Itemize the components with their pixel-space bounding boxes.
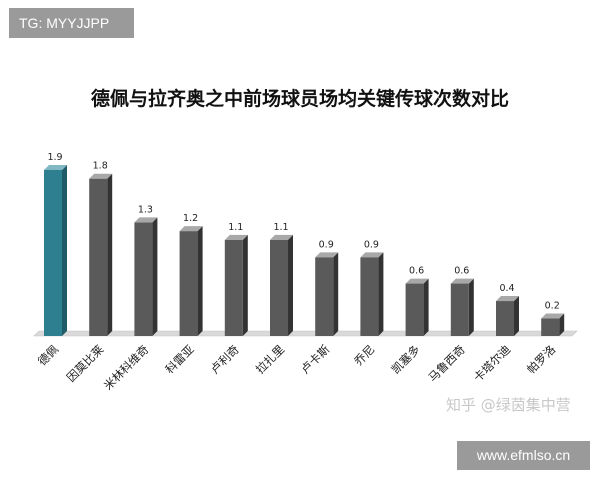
category-label: 因莫比莱 xyxy=(64,342,107,385)
bar-top xyxy=(179,226,203,232)
category-label: 乔尼 xyxy=(351,342,377,368)
bar-top xyxy=(134,217,158,223)
bar-value-label: 1.2 xyxy=(183,213,198,224)
bar-value-label: 0.6 xyxy=(454,266,469,277)
bar-top xyxy=(496,296,519,302)
bar-side xyxy=(468,278,474,336)
bar-top xyxy=(270,234,293,240)
bar-top xyxy=(450,278,474,284)
bar-top xyxy=(405,278,429,284)
category-label: 马鲁西奇 xyxy=(425,342,467,384)
watermark-badge-bottom: www.efmlso.cn xyxy=(457,441,590,470)
bar-top xyxy=(315,252,339,258)
category-label: 米林科维奇 xyxy=(101,342,152,393)
bar-value-label: 1.3 xyxy=(138,204,153,215)
bar-side xyxy=(559,313,565,336)
bar xyxy=(44,170,62,336)
bar-side xyxy=(423,278,429,336)
watermark-zhihu: 知乎 @绿茵集中营 xyxy=(446,396,571,414)
category-label: 科雷亚 xyxy=(162,342,196,376)
bar-side xyxy=(242,234,248,336)
bar-value-label: 0.2 xyxy=(545,301,560,312)
bar-value-label: 1.1 xyxy=(228,222,243,233)
bar-top xyxy=(44,165,67,170)
chart-title: 德佩与拉齐奥之中前场球员场均关键传球次数对比 xyxy=(90,88,509,110)
category-label: 卢利奇 xyxy=(208,342,242,376)
category-label: 帕罗洛 xyxy=(524,342,559,377)
bar-top xyxy=(360,252,384,258)
bar xyxy=(496,301,514,336)
bar-side xyxy=(514,296,519,336)
bar-value-label: 0.4 xyxy=(499,283,514,294)
category-label: 德佩 xyxy=(35,342,62,369)
bar xyxy=(179,231,198,336)
bar xyxy=(405,283,424,336)
bar xyxy=(315,257,334,336)
bar xyxy=(134,222,153,336)
bar-side xyxy=(333,252,339,336)
bar-value-label: 0.6 xyxy=(409,266,424,277)
bar-side xyxy=(288,234,293,336)
bar-top xyxy=(89,173,113,179)
bar-side xyxy=(107,173,113,336)
bar xyxy=(450,283,469,336)
bar xyxy=(89,178,108,336)
bar-side xyxy=(62,165,67,336)
bar xyxy=(270,239,288,336)
chart-floor xyxy=(33,330,578,337)
category-label: 卢卡斯 xyxy=(298,342,333,377)
bar-value-label: 1.8 xyxy=(93,161,108,172)
watermark-badge-top: TG: MYYJJPP xyxy=(9,8,134,38)
category-label: 凯塞多 xyxy=(388,342,422,376)
bar-top xyxy=(224,234,248,240)
bar-side xyxy=(152,217,158,336)
bar-value-label: 0.9 xyxy=(319,239,334,250)
bar-value-label: 1.9 xyxy=(47,152,62,163)
category-label: 拉扎里 xyxy=(253,342,287,376)
bar xyxy=(224,239,243,336)
bar-value-label: 1.1 xyxy=(273,222,288,233)
bar xyxy=(541,318,560,336)
bar-side xyxy=(197,226,203,336)
bar-top xyxy=(541,313,565,319)
bar-value-label: 0.9 xyxy=(364,239,379,250)
bar-side xyxy=(378,252,384,336)
bar xyxy=(360,257,379,336)
category-label: 卡塔尔迪 xyxy=(471,342,514,385)
